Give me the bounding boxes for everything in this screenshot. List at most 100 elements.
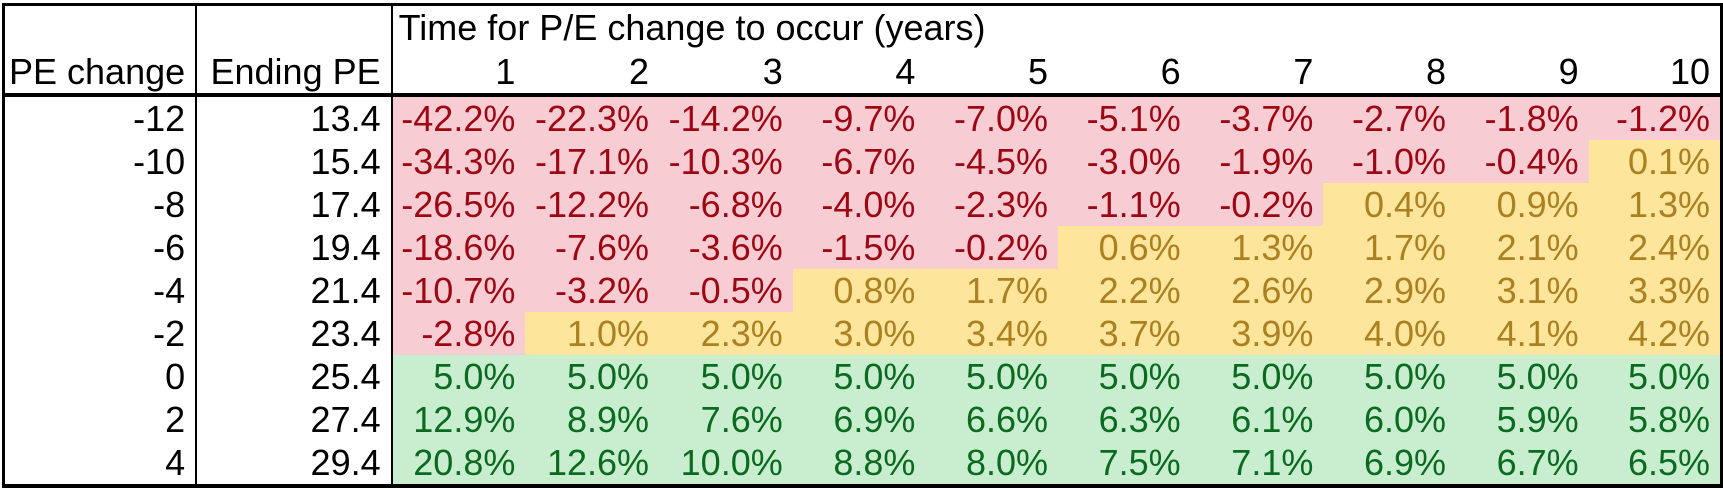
pe-change-value: -2 xyxy=(3,312,198,355)
annualized-return-cell: 5.0% xyxy=(1323,355,1457,398)
annualized-return-cell: 8.0% xyxy=(925,441,1059,486)
annualized-return-cell: 7.5% xyxy=(1058,441,1191,486)
annualized-return-cell: 12.6% xyxy=(525,441,660,486)
annualized-return-cell: 1.0% xyxy=(525,312,660,355)
annualized-return-cell: -2.8% xyxy=(391,312,526,355)
annualized-return-cell: -34.3% xyxy=(391,140,526,183)
annualized-return-cell: -7.0% xyxy=(925,95,1059,140)
year-header-6: 6 xyxy=(1058,50,1191,97)
table-row: 0 25.4 5.0% 5.0% 5.0% 5.0% 5.0% 5.0% 5.0% 5.0% 5.0… xyxy=(3,355,1722,398)
title-row: Time for P/E change to occur (years) xyxy=(3,4,1722,50)
annualized-return-cell: -0.2% xyxy=(925,226,1059,269)
annualized-return-cell: -2.7% xyxy=(1323,95,1457,140)
year-header-4: 4 xyxy=(792,50,926,97)
annualized-return-cell: 5.8% xyxy=(1588,398,1722,441)
annualized-return-cell: -10.3% xyxy=(659,140,793,183)
annualized-return-cell: 8.8% xyxy=(792,441,926,486)
annualized-return-cell: -42.2% xyxy=(391,95,526,140)
ending-pe-value: 29.4 xyxy=(196,441,393,486)
table-row: -4 21.4 -10.7% -3.2% -0.5% 0.8% 1.7% 2.2% 2.6% 2.… xyxy=(3,269,1722,312)
annualized-return-cell: -5.1% xyxy=(1058,95,1191,140)
table-row: -2 23.4 -2.8% 1.0% 2.3% 3.0% 3.4% 3.7% 3.9% 4.0% 4… xyxy=(3,312,1722,355)
annualized-return-cell: -12.2% xyxy=(525,183,660,226)
annualized-return-cell: 3.0% xyxy=(792,312,926,355)
annualized-return-cell: -3.2% xyxy=(525,269,660,312)
ending-pe-value: 17.4 xyxy=(196,183,393,226)
annualized-return-cell: 8.9% xyxy=(525,398,660,441)
annualized-return-cell: -3.7% xyxy=(1190,95,1324,140)
annualized-return-cell: 0.4% xyxy=(1323,183,1457,226)
annualized-return-cell: 5.0% xyxy=(1190,355,1324,398)
annualized-return-cell: 5.0% xyxy=(925,355,1059,398)
annualized-return-cell: 5.0% xyxy=(659,355,793,398)
ending-pe-value: 15.4 xyxy=(196,140,393,183)
annualized-return-cell: 2.4% xyxy=(1588,226,1722,269)
annualized-return-cell: -3.6% xyxy=(659,226,793,269)
pe-change-value: -4 xyxy=(3,269,198,312)
annualized-return-cell: 3.1% xyxy=(1456,269,1589,312)
year-header-5: 5 xyxy=(925,50,1059,97)
annualized-return-cell: -1.2% xyxy=(1588,95,1722,140)
table-title: Time for P/E change to occur (years) xyxy=(398,7,986,48)
annualized-return-cell: 5.0% xyxy=(391,355,526,398)
annualized-return-cell: 6.9% xyxy=(792,398,926,441)
annualized-return-cell: 7.1% xyxy=(1190,441,1324,486)
annualized-return-cell: 2.9% xyxy=(1323,269,1457,312)
annualized-return-cell: -18.6% xyxy=(391,226,526,269)
annualized-return-cell: 4.2% xyxy=(1588,312,1722,355)
annualized-return-cell: 3.9% xyxy=(1190,312,1324,355)
year-header-3: 3 xyxy=(659,50,793,97)
annualized-return-cell: 6.7% xyxy=(1456,441,1589,486)
blank-corner-cell xyxy=(196,4,393,50)
annualized-return-cell: -0.4% xyxy=(1456,140,1589,183)
annualized-return-cell: -2.3% xyxy=(925,183,1059,226)
annualized-return-cell: 2.2% xyxy=(1058,269,1191,312)
annualized-return-cell: 2.6% xyxy=(1190,269,1324,312)
annualized-return-cell: 6.0% xyxy=(1323,398,1457,441)
year-header-7: 7 xyxy=(1190,50,1324,97)
annualized-return-cell: -1.5% xyxy=(792,226,926,269)
ending-pe-value: 21.4 xyxy=(196,269,393,312)
pe-change-value: -10 xyxy=(3,140,198,183)
annualized-return-cell: -26.5% xyxy=(391,183,526,226)
table-row: 4 29.4 20.8% 12.6% 10.0% 8.8% 8.0% 7.5% 7.1% 6.9%… xyxy=(3,441,1722,486)
table-row: -6 19.4 -18.6% -7.6% -3.6% -1.5% -0.2% 0.6% 1.3%… xyxy=(3,226,1722,269)
year-header-2: 2 xyxy=(525,50,660,97)
annualized-return-cell: -0.2% xyxy=(1190,183,1324,226)
year-header-9: 9 xyxy=(1456,50,1589,97)
ending-pe-value: 13.4 xyxy=(196,95,393,140)
annualized-return-cell: 5.0% xyxy=(525,355,660,398)
annualized-return-cell: -9.7% xyxy=(792,95,926,140)
pe-change-value: -6 xyxy=(3,226,198,269)
annualized-return-cell: -0.5% xyxy=(659,269,793,312)
annualized-return-cell: 6.9% xyxy=(1323,441,1457,486)
annualized-return-cell: 3.3% xyxy=(1588,269,1722,312)
annualized-return-cell: -1.1% xyxy=(1058,183,1191,226)
annualized-return-cell: -10.7% xyxy=(391,269,526,312)
annualized-return-cell: 6.5% xyxy=(1588,441,1722,486)
table-row: -10 15.4 -34.3% -17.1% -10.3% -6.7% -4.5% -3.0%… xyxy=(3,140,1722,183)
annualized-return-cell: 6.3% xyxy=(1058,398,1191,441)
pe-change-value: 0 xyxy=(3,355,198,398)
annualized-return-cell: -14.2% xyxy=(659,95,793,140)
annualized-return-cell: -17.1% xyxy=(525,140,660,183)
pe-return-sensitivity-table: Time for P/E change to occur (years) PE … xyxy=(0,3,1723,488)
table-row: -12 13.4 -42.2% -22.3% -14.2% -9.7% -7.0% -5.1%… xyxy=(3,95,1722,140)
annualized-return-cell: 6.1% xyxy=(1190,398,1324,441)
table-row: -8 17.4 -26.5% -12.2% -6.8% -4.0% -2.3% -1.1% -0… xyxy=(3,183,1722,226)
annualized-return-cell: 3.7% xyxy=(1058,312,1191,355)
pe-change-value: -12 xyxy=(3,95,198,140)
ending-pe-value: 19.4 xyxy=(196,226,393,269)
annualized-return-cell: -4.0% xyxy=(792,183,926,226)
annualized-return-cell: 4.1% xyxy=(1456,312,1589,355)
annualized-return-cell: 20.8% xyxy=(391,441,526,486)
annualized-return-cell: -4.5% xyxy=(925,140,1059,183)
pe-change-value: 4 xyxy=(3,441,198,486)
annualized-return-cell: 10.0% xyxy=(659,441,793,486)
annualized-return-cell: 1.3% xyxy=(1588,183,1722,226)
ending-pe-value: 25.4 xyxy=(196,355,393,398)
year-header-8: 8 xyxy=(1323,50,1457,97)
annualized-return-cell: 2.1% xyxy=(1456,226,1589,269)
ending-pe-header: Ending PE xyxy=(196,50,393,97)
annualized-return-cell: 2.3% xyxy=(659,312,793,355)
